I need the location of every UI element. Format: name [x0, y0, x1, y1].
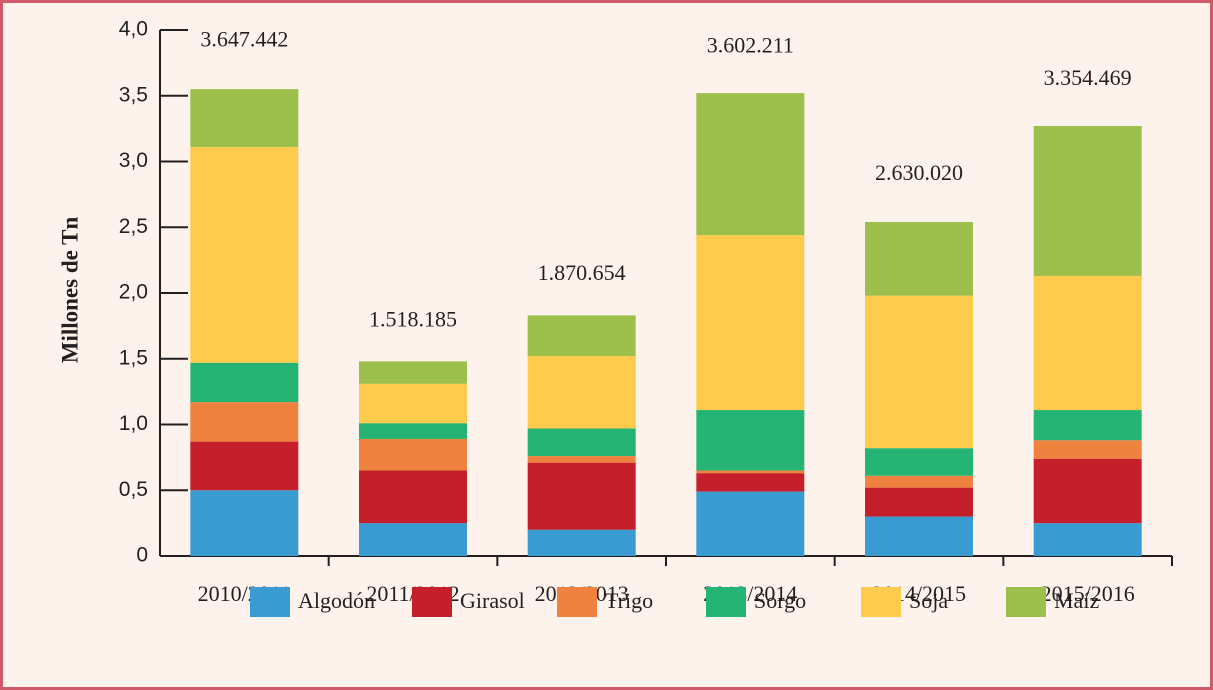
- y-axis-label: Millones de Tn: [57, 217, 82, 364]
- legend-swatch: [412, 587, 452, 617]
- bar-segment: [865, 475, 973, 488]
- bar-segment: [696, 473, 805, 492]
- y-tick-label: 2,0: [119, 281, 148, 304]
- total-label: 1.870.654: [538, 260, 626, 285]
- bar-segment: [190, 147, 299, 363]
- bar-segment: [865, 487, 973, 517]
- bar-segment: [359, 361, 467, 384]
- y-tick-label: 0,5: [119, 478, 148, 501]
- bar-segment: [527, 462, 636, 530]
- bar-segment: [190, 490, 299, 556]
- bar-segment: [190, 89, 299, 148]
- y-tick-label: 1,5: [119, 346, 148, 369]
- bar-segment: [527, 315, 636, 357]
- bar-segment: [696, 93, 805, 236]
- x-tick-label: 2015/2016: [1041, 581, 1135, 606]
- bar-segment: [865, 221, 973, 296]
- legend-label: Maíz: [1054, 588, 1099, 613]
- legend-swatch: [861, 587, 901, 617]
- bar-segment: [527, 456, 636, 463]
- bar-segment: [1033, 523, 1142, 556]
- bar-segment: [190, 402, 299, 442]
- legend-label: Soja: [909, 588, 948, 613]
- bar-segment: [527, 356, 636, 429]
- y-tick-label: 3,0: [119, 149, 148, 172]
- bar-segment: [1033, 458, 1142, 524]
- legend-label: Girasol: [460, 588, 525, 613]
- total-label: 3.602.211: [707, 32, 794, 57]
- bar-segment: [865, 295, 973, 449]
- bar-segment: [527, 529, 636, 556]
- total-label: 3.647.442: [200, 26, 288, 51]
- total-label: 3.354.469: [1044, 65, 1132, 90]
- bar-segment: [359, 470, 467, 524]
- bar-segment: [1033, 125, 1142, 276]
- y-tick-label: 2,5: [119, 215, 148, 238]
- bar-segment: [865, 448, 973, 476]
- y-tick-label: 3,5: [119, 83, 148, 106]
- legend-label: Trigo: [605, 588, 653, 613]
- legend-label: Algodón: [298, 588, 375, 613]
- bar-segment: [359, 438, 467, 471]
- bar-segment: [359, 423, 467, 439]
- bar-segment: [696, 491, 805, 556]
- bar-segment: [190, 362, 299, 403]
- bar-segment: [527, 428, 636, 457]
- bar-segment: [696, 235, 805, 411]
- y-tick-label: 4,0: [119, 18, 148, 41]
- legend-swatch: [557, 587, 597, 617]
- bar-segment: [1033, 275, 1142, 411]
- y-tick-label: 0: [136, 544, 148, 567]
- legend-swatch: [706, 587, 746, 617]
- legend-label: Sorgo: [754, 588, 806, 613]
- bar-segment: [1033, 440, 1142, 459]
- bar-segment: [696, 410, 805, 471]
- bar-segment: [359, 523, 467, 556]
- y-tick-label: 1,0: [119, 412, 148, 435]
- bar-segment: [865, 516, 973, 556]
- total-label: 2.630.020: [875, 160, 963, 185]
- bar-segment: [696, 470, 805, 474]
- legend-swatch: [250, 587, 290, 617]
- bar-segment: [190, 441, 299, 491]
- bar-segment: [1033, 410, 1142, 441]
- bar-segment: [359, 383, 467, 424]
- total-label: 1.518.185: [369, 306, 457, 331]
- legend-swatch: [1006, 587, 1046, 617]
